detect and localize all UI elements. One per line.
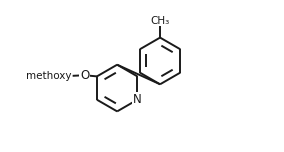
Text: methoxy: methoxy — [26, 71, 72, 81]
Text: CH₃: CH₃ — [151, 16, 170, 26]
Text: N: N — [133, 93, 142, 106]
Text: O: O — [80, 69, 89, 82]
